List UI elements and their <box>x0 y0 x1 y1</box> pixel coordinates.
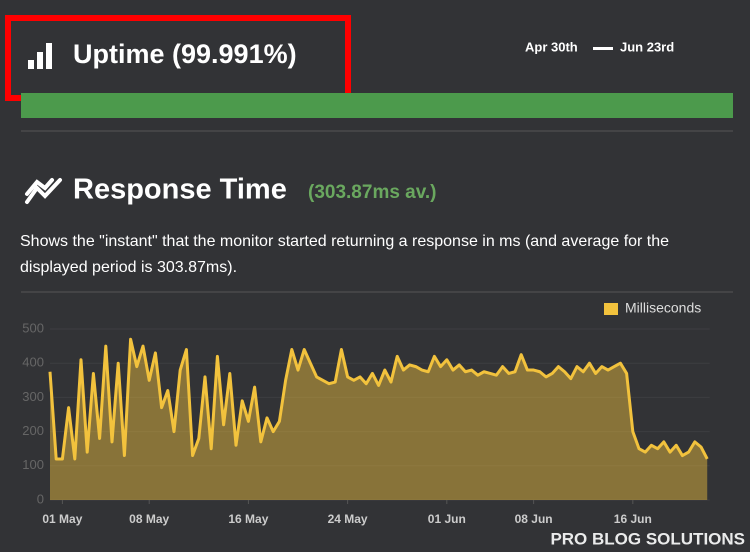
response-average: (303.87ms av.) <box>308 182 437 203</box>
date-to: Jun 23rd <box>620 39 674 54</box>
watermark: PRO BLOG SOLUTIONS <box>550 529 745 548</box>
y-tick-label: 300 <box>22 389 44 404</box>
response-title: Response Time <box>73 174 287 206</box>
y-tick-label: 500 <box>22 320 44 335</box>
uptime-bar <box>21 93 733 118</box>
uptime-title: Uptime (99.991%) <box>73 39 297 69</box>
date-dash <box>593 47 613 50</box>
y-tick-label: 400 <box>22 355 44 370</box>
legend-swatch <box>604 303 618 315</box>
y-tick-label: 200 <box>22 423 44 438</box>
x-tick-label: 08 May <box>129 512 169 526</box>
area <box>50 339 708 500</box>
y-tick-label: 0 <box>37 491 44 506</box>
x-tick-label: 16 Jun <box>614 512 652 526</box>
legend-label: Milliseconds <box>625 300 701 316</box>
x-tick-label: 24 May <box>328 512 368 526</box>
line <box>48 337 709 461</box>
x-tick-label: 01 May <box>42 512 82 526</box>
date-from: Apr 30th <box>525 39 578 54</box>
bar-icon <box>28 43 52 69</box>
trend-icon <box>25 178 62 204</box>
description: Shows the "instant" that the monitor sta… <box>20 233 670 276</box>
y-tick-label: 100 <box>22 457 44 472</box>
x-tick-label: 01 Jun <box>428 512 466 526</box>
x-tick-label: 08 Jun <box>515 512 553 526</box>
x-tick-label: 16 May <box>228 512 268 526</box>
